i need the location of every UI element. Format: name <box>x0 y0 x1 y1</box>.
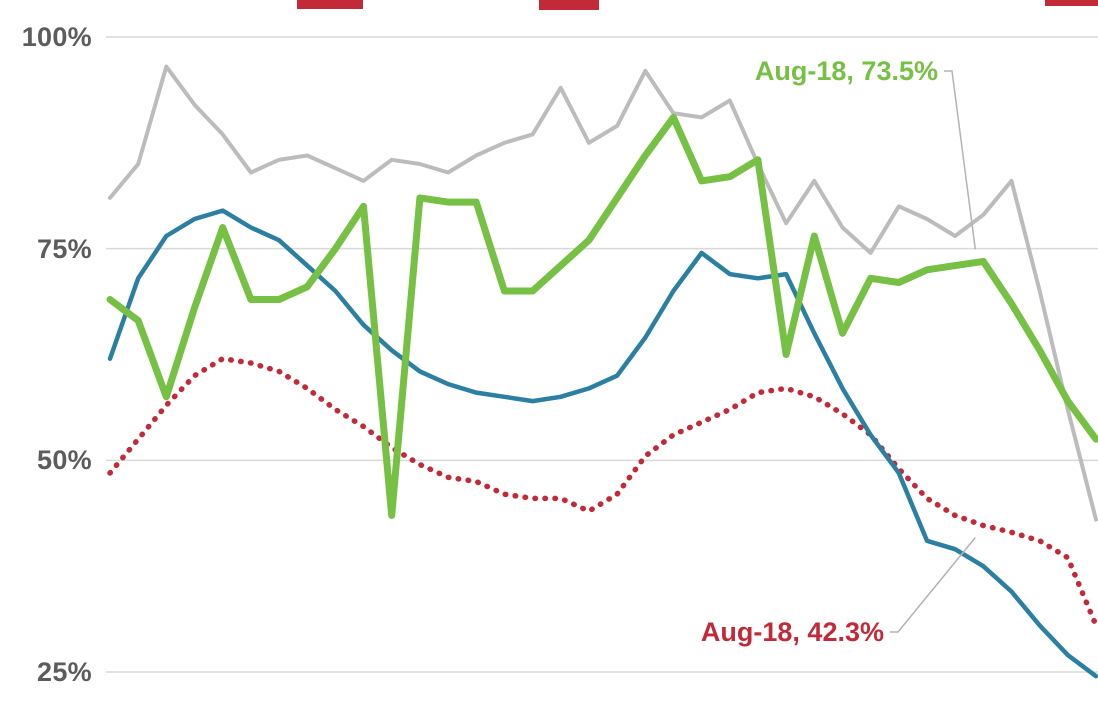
annotation-green-aug18: Aug-18, 73.5% <box>754 56 938 86</box>
cropped-title-fragment <box>539 0 599 10</box>
y-axis-label-75: 75% <box>37 234 92 264</box>
series-gray-line <box>108 64 1098 522</box>
series-blue-line <box>107 208 1098 679</box>
leader-line-green-callout <box>944 70 977 250</box>
y-axis-label-25: 25% <box>37 657 92 687</box>
cropped-title-fragment <box>297 0 363 9</box>
leader-line-red-callout <box>890 537 976 633</box>
series-red-dotted-line <box>107 355 1098 629</box>
cropped-title-fragment <box>1045 0 1098 6</box>
y-axis-label-50: 50% <box>37 445 92 475</box>
y-axis-label-100: 100% <box>21 22 92 52</box>
series-green-line <box>106 113 1098 519</box>
annotation-red-aug18: Aug-18, 42.3% <box>700 617 884 647</box>
